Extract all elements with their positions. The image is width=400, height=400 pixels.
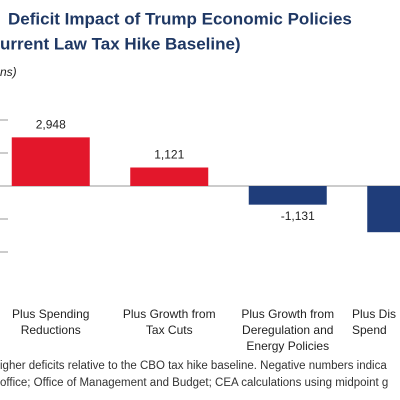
bar — [367, 186, 400, 233]
x-tick-label: Plus Spending — [12, 307, 89, 321]
bar — [248, 186, 327, 205]
x-tick-label: Reductions — [21, 323, 81, 337]
footnote: igher deficits relative to the CBO tax h… — [0, 360, 387, 372]
chart-title: urrent Law Tax Hike Baseline) — [0, 34, 241, 53]
bar — [11, 137, 90, 186]
footnote: office; Office of Management and Budget;… — [0, 377, 388, 389]
x-tick-label: Plus Growth from — [241, 307, 334, 321]
x-tick-label: Plus Dis — [352, 307, 396, 321]
value-label: 1,121 — [154, 148, 184, 162]
x-tick-label: Energy Policies — [246, 339, 329, 353]
x-tick-label: Spend — [352, 323, 387, 337]
x-tick-label: Deregulation and — [242, 323, 333, 337]
value-label: 2,948 — [36, 118, 66, 132]
x-tick-label: Tax Cuts — [146, 323, 193, 337]
bar — [130, 167, 209, 186]
x-tick-label: Plus Growth from — [123, 307, 216, 321]
chart-title: Deficit Impact of Trump Economic Policie… — [8, 9, 352, 28]
axis-unit: ns) — [0, 65, 17, 79]
value-label: -1,131 — [281, 209, 315, 223]
